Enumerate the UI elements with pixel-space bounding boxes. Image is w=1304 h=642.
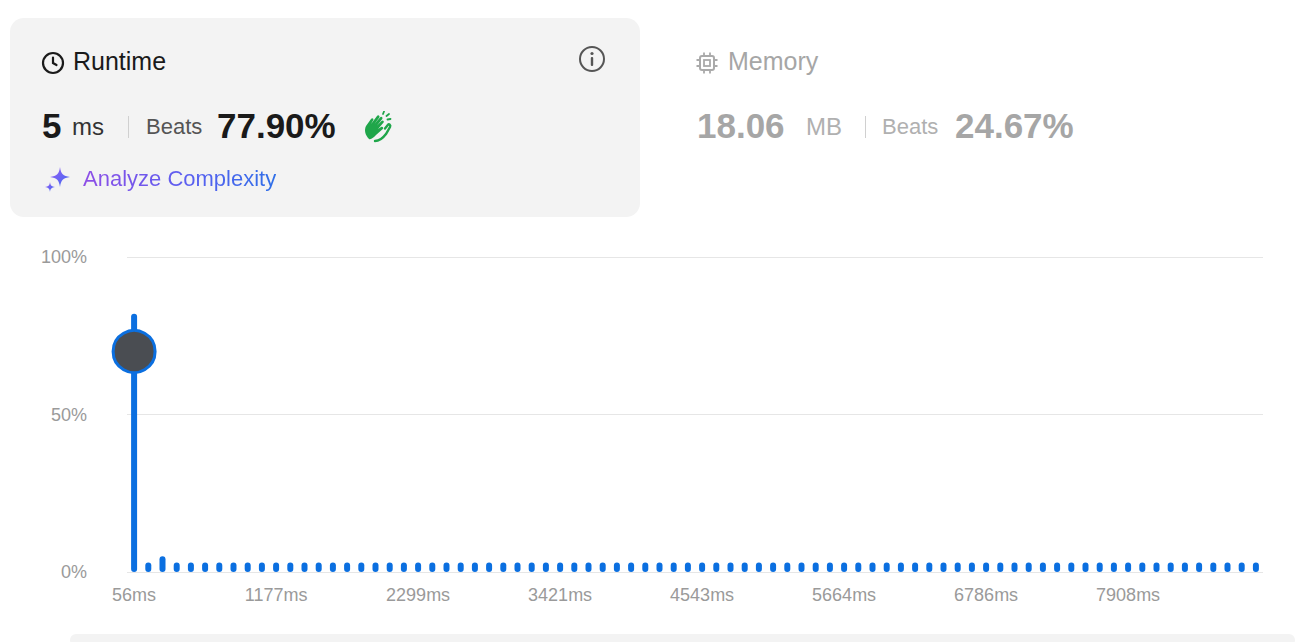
html-text:MB: MB	[806, 113, 842, 140]
html-text:Analyze Complexity: Analyze Complexity	[83, 166, 277, 191]
svg-text:5664ms: 5664ms	[812, 585, 876, 605]
html-text:24.67%: 24.67%	[955, 106, 1074, 145]
svg-text:0%: 0%	[61, 562, 87, 582]
svg-text:7908ms: 7908ms	[1096, 585, 1160, 605]
html-text:Beats: Beats	[146, 114, 203, 139]
svg-text:6786ms: 6786ms	[954, 585, 1018, 605]
svg-text:100%: 100%	[41, 247, 87, 267]
html-text:18.06: 18.06	[697, 106, 785, 145]
svg-text:2299ms: 2299ms	[386, 585, 450, 605]
svg-text:56ms: 56ms	[112, 585, 156, 605]
html-text:Beats: Beats	[882, 114, 939, 139]
svg-text:3421ms: 3421ms	[528, 585, 592, 605]
html-text:77.90%: 77.90%	[217, 106, 336, 145]
svg-text:50%: 50%	[51, 405, 87, 425]
html-text:5 ms: 5 ms	[42, 106, 104, 145]
svg-text:4543ms: 4543ms	[670, 585, 734, 605]
html-text:Runtime: Runtime	[73, 47, 167, 75]
svg-text:1177ms: 1177ms	[245, 585, 308, 605]
html-text:Memory: Memory	[728, 47, 819, 75]
